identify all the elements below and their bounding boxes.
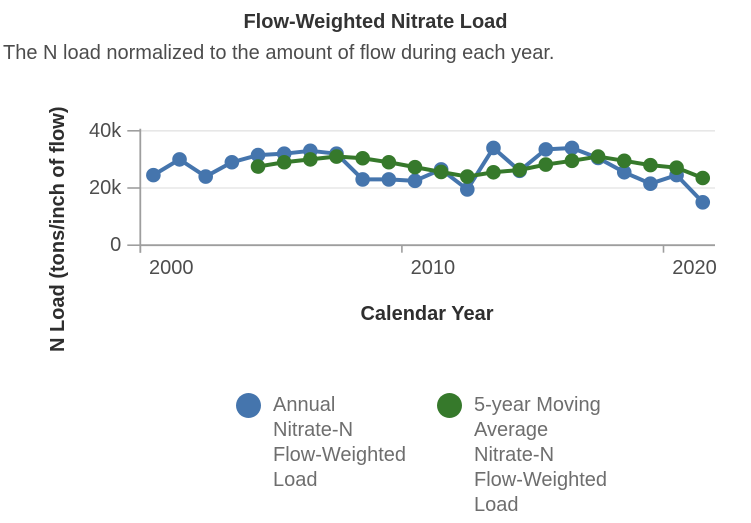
- legend-item-moving-average[interactable]: 5-year Moving Average Nitrate-N Flow-Wei…: [437, 393, 607, 518]
- data-point[interactable]: [486, 164, 501, 180]
- x-axis-title: Calendar Year: [360, 303, 494, 325]
- x-tick-label: 2020: [672, 257, 717, 280]
- moving-average-series-swatch-icon: [437, 393, 462, 418]
- data-point[interactable]: [669, 160, 684, 175]
- x-tick-label: 2000: [149, 257, 194, 280]
- data-point[interactable]: [146, 167, 161, 183]
- data-point[interactable]: [329, 149, 344, 164]
- y-tick-label: 40k: [89, 119, 122, 142]
- data-point[interactable]: [564, 140, 580, 156]
- data-point[interactable]: [695, 195, 711, 210]
- data-point[interactable]: [407, 173, 423, 189]
- data-point[interactable]: [381, 154, 397, 170]
- data-point[interactable]: [564, 153, 580, 169]
- data-point[interactable]: [486, 140, 501, 156]
- data-point[interactable]: [460, 182, 475, 197]
- annual-series-line: [151, 145, 705, 205]
- legend-label-moving-average: 5-year Moving Average Nitrate-N Flow-Wei…: [474, 394, 608, 516]
- data-point[interactable]: [355, 172, 370, 187]
- data-point[interactable]: [172, 152, 187, 167]
- x-tick-label: 2010: [410, 257, 456, 280]
- data-point[interactable]: [381, 172, 397, 187]
- page-subtitle: The N load normalized to the amount of f…: [3, 42, 555, 64]
- data-point[interactable]: [512, 162, 527, 178]
- data-point[interactable]: [250, 159, 266, 174]
- annual-series-swatch-icon: [236, 393, 261, 418]
- y-tick-label: 20k: [89, 177, 122, 199]
- data-point[interactable]: [616, 153, 632, 169]
- data-point[interactable]: [695, 170, 711, 186]
- data-point[interactable]: [460, 169, 475, 184]
- chart-area: N Load (tons/inch of flow) 0 20k 40k 2000 2…: [0, 85, 751, 355]
- data-point[interactable]: [355, 150, 370, 166]
- data-point[interactable]: [538, 142, 554, 157]
- data-point[interactable]: [276, 154, 292, 170]
- data-point[interactable]: [303, 152, 318, 167]
- data-point[interactable]: [616, 164, 632, 180]
- data-point[interactable]: [250, 147, 266, 163]
- data-point[interactable]: [590, 149, 606, 164]
- data-point[interactable]: [198, 169, 213, 184]
- legend-item-annual[interactable]: Annual Nitrate-N Flow-Weighted Load: [236, 393, 406, 493]
- data-point[interactable]: [643, 157, 658, 173]
- chart-plot-svg: [127, 128, 715, 253]
- data-point[interactable]: [224, 154, 240, 170]
- chart-legend: Annual Nitrate-N Flow-Weighted Load 5-ye…: [0, 393, 751, 523]
- legend-label-annual: Annual Nitrate-N Flow-Weighted Load: [273, 394, 407, 491]
- page-title: Flow-Weighted Nitrate Load: [243, 11, 508, 33]
- data-point[interactable]: [407, 159, 423, 175]
- data-point[interactable]: [643, 176, 658, 192]
- data-point[interactable]: [538, 157, 554, 172]
- y-tick-label: 0: [110, 234, 122, 257]
- y-axis-label: N Load (tons/inch of flow): [47, 106, 69, 352]
- data-point[interactable]: [433, 164, 449, 180]
